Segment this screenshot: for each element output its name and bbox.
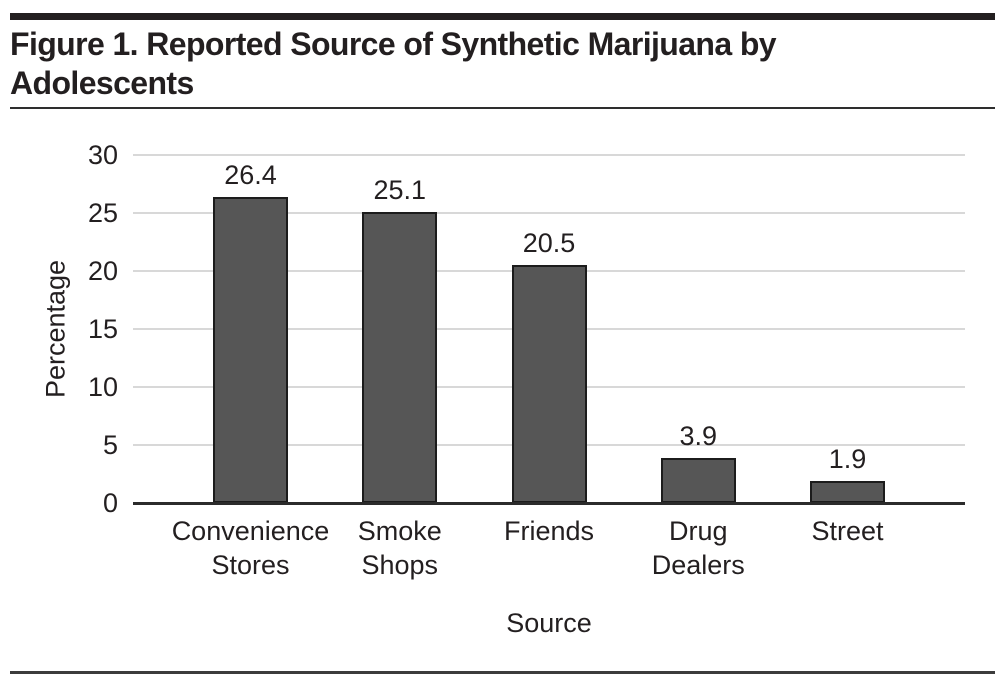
y-tick-label: 30 [87,140,118,170]
x-category-label: Friends [503,516,595,546]
bottom-rule [10,671,995,674]
y-tick-label: 15 [87,314,118,344]
y-tick-label: 5 [102,430,118,460]
bar-value-label: 25.1 [373,174,427,205]
x-category-label: Smoke Shops [357,516,442,580]
x-axis-title: Source [506,608,592,638]
figure-title-line1: Figure 1. Reported Source of Synthetic M… [10,26,777,62]
y-tick-label: 10 [87,372,118,402]
gridline [133,212,965,214]
y-tick-label: 0 [102,488,118,518]
y-tick-label: 20 [87,256,118,286]
bar [810,480,885,503]
figure-title-line2: Adolescents [10,65,194,101]
bar [213,196,288,503]
bar-value-label: 26.4 [224,159,277,190]
bar-value-label: 1.9 [828,443,867,474]
gridline [133,154,965,156]
figure-title: Figure 1. Reported Source of Synthetic M… [10,25,950,103]
top-rule [10,13,995,20]
title-rule [10,107,995,109]
bar-value-label: 20.5 [522,228,576,259]
x-category-label: Street [811,516,884,546]
bar-value-label: 3.9 [679,420,718,451]
x-axis-baseline [133,502,965,505]
y-tick-label: 25 [87,198,118,228]
x-category-label: Convenience Stores [171,516,330,580]
x-category-label: Drug Dealers [651,516,745,580]
bar [511,265,587,503]
bar [660,457,736,503]
bar [362,211,438,503]
